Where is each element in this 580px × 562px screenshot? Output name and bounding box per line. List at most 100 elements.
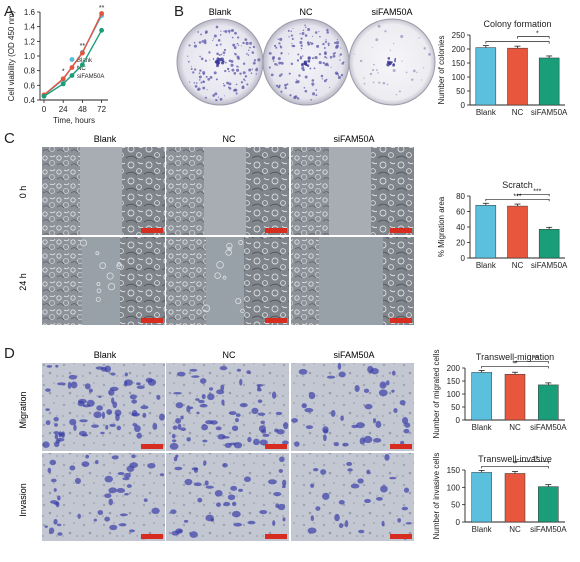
colony-dot [233, 71, 237, 75]
stained-cell [156, 394, 161, 400]
colony-dot [213, 34, 217, 38]
stained-cell [129, 529, 135, 533]
stained-cell [233, 522, 243, 527]
colony-ytick-label: 200 [452, 45, 466, 54]
stained-cell [239, 402, 248, 408]
colony-dot [335, 41, 340, 45]
stained-cell [238, 488, 244, 492]
colony-dot [291, 37, 294, 41]
stained-cell [173, 392, 182, 395]
colony-ytick-label: 100 [452, 73, 466, 82]
stained-cell [205, 514, 214, 522]
stained-cell [53, 488, 57, 492]
bar-blank [475, 205, 497, 259]
colony-dot [192, 71, 195, 74]
migrated-cell [95, 296, 101, 302]
stained-cell [131, 399, 138, 404]
colony-dot [327, 44, 330, 47]
colony-dot [217, 61, 221, 64]
colony-dot [215, 43, 219, 47]
stained-cell [129, 394, 137, 400]
scale-bar [141, 444, 163, 449]
colony-dot [195, 82, 198, 84]
colony-dot [290, 62, 294, 66]
stained-cell [399, 399, 406, 406]
colony-dot [278, 42, 281, 45]
stained-cell [202, 439, 208, 443]
colony-dot [203, 41, 207, 45]
colony-dot [219, 34, 222, 36]
stained-cell [378, 389, 388, 397]
stained-cell [54, 502, 59, 506]
colony-dot [340, 73, 344, 77]
stained-cell [200, 378, 207, 384]
stained-cell [136, 385, 145, 390]
colony-dot [248, 68, 252, 72]
colony-dot [314, 31, 318, 34]
stained-cell [186, 437, 191, 442]
category-label-blank: Blank [472, 423, 493, 432]
category-label-sifam50a: siFAM50A [530, 423, 567, 432]
colony-dot [236, 65, 239, 68]
stained-cell [282, 517, 286, 522]
stained-cell [330, 410, 336, 417]
colony-dot [321, 78, 324, 80]
colony-dot [278, 61, 282, 65]
scale-bar [390, 228, 412, 233]
stained-cell [74, 477, 81, 484]
colony-dot [204, 96, 207, 99]
colony-dot [322, 42, 325, 46]
stained-cell [397, 518, 401, 523]
significance-mark: * [536, 31, 539, 38]
growth-xtick-label: 24 [59, 105, 68, 114]
stained-cell [257, 412, 266, 416]
stained-cell [84, 383, 91, 390]
stained-cell [70, 381, 78, 389]
stained-cell [291, 418, 299, 423]
stained-cell [98, 395, 102, 398]
colony-dot [217, 39, 221, 42]
stained-cell [333, 442, 340, 447]
colony-dot [301, 63, 304, 67]
colony-dot [236, 42, 239, 45]
colony-dot [392, 68, 396, 73]
colony-dot [292, 27, 294, 29]
colony-dot [197, 31, 200, 33]
dish-label-nc: NC [300, 7, 313, 17]
stained-cell [231, 510, 241, 518]
colony-dot [318, 61, 322, 65]
significance-mark: ** [99, 5, 105, 12]
stained-cell [171, 530, 180, 536]
colony-dot [224, 69, 227, 73]
colony-dot [246, 83, 249, 86]
stained-cell [171, 433, 176, 439]
invasion-ytick-label: 150 [447, 466, 461, 475]
colony-dot [303, 62, 307, 66]
colony-dot [309, 67, 312, 70]
colony-dot [222, 51, 226, 55]
colony-dot [320, 74, 324, 78]
stained-cell [274, 428, 279, 433]
colony-dot [221, 61, 225, 65]
growth-x-axis-label: Time, hours [53, 116, 95, 125]
category-label-blank: Blank [476, 108, 497, 117]
stained-cell [124, 472, 131, 479]
scratch-ytick-label: 60 [456, 208, 465, 217]
stained-cell [298, 368, 308, 375]
stained-cell [126, 484, 132, 488]
stained-cell [344, 520, 349, 528]
growth-ytick-label: 1.6 [24, 8, 36, 17]
stained-cell [77, 513, 81, 519]
colony-dot [198, 41, 202, 44]
colony-dot [209, 59, 211, 61]
colony-dot [223, 30, 225, 32]
bar-nc [507, 205, 528, 259]
colony-dot [243, 78, 246, 81]
stained-cell [97, 510, 104, 516]
colony-dot [392, 63, 396, 67]
colony-dot [213, 71, 217, 75]
colony-dot [193, 44, 197, 48]
stained-cell [247, 436, 252, 443]
transwell-col-label-blank: Blank [94, 350, 117, 360]
stained-cell [49, 459, 57, 466]
